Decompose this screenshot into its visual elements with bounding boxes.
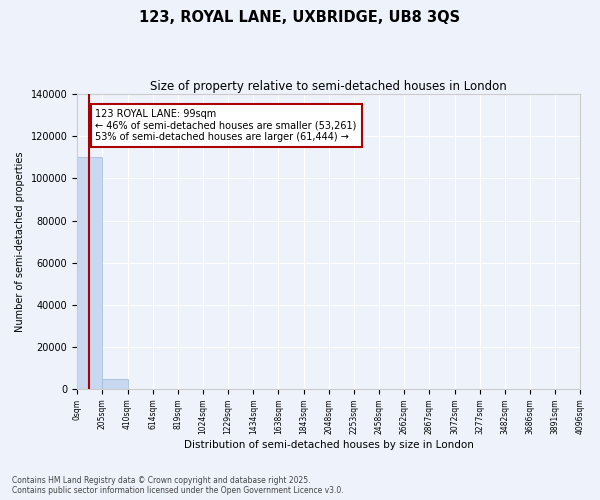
Bar [77, 158, 103, 389]
Bar [103, 379, 128, 389]
Text: 123 ROYAL LANE: 99sqm
← 46% of semi-detached houses are smaller (53,261)
53% of : 123 ROYAL LANE: 99sqm ← 46% of semi-deta… [95, 109, 357, 142]
Y-axis label: Number of semi-detached properties: Number of semi-detached properties [15, 152, 25, 332]
Text: 123, ROYAL LANE, UXBRIDGE, UB8 3QS: 123, ROYAL LANE, UXBRIDGE, UB8 3QS [139, 10, 461, 25]
Text: Contains HM Land Registry data © Crown copyright and database right 2025.
Contai: Contains HM Land Registry data © Crown c… [12, 476, 344, 495]
X-axis label: Distribution of semi-detached houses by size in London: Distribution of semi-detached houses by … [184, 440, 474, 450]
Title: Size of property relative to semi-detached houses in London: Size of property relative to semi-detach… [151, 80, 507, 93]
